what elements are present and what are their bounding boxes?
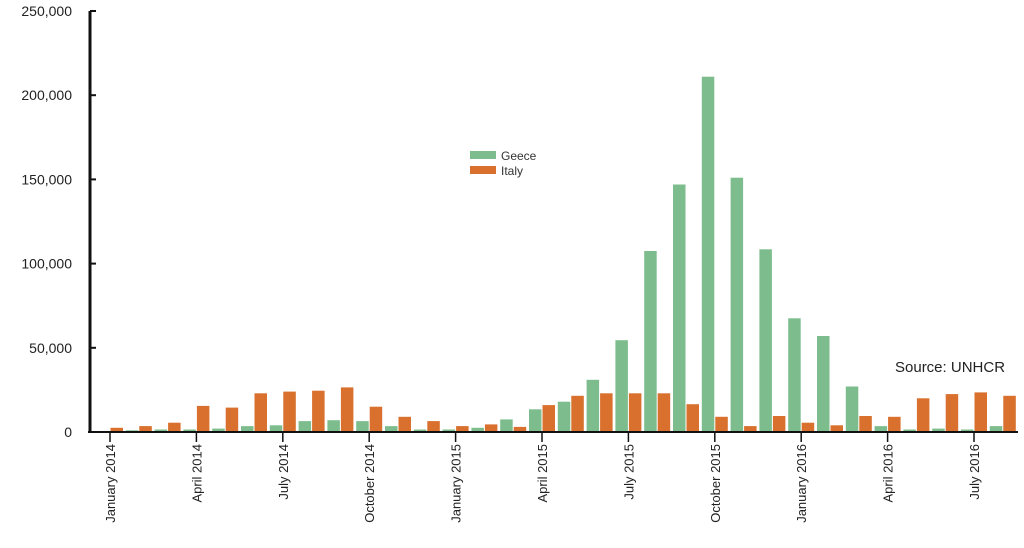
x-tick-label: October 2015 bbox=[708, 444, 723, 523]
bar-geece-29 bbox=[932, 428, 945, 432]
bar-italy-28 bbox=[916, 398, 930, 432]
bar-italy-5 bbox=[254, 393, 267, 432]
bar-geece-12 bbox=[442, 429, 456, 432]
x-axis: January 2014 April 2014 July 2014 October 2… bbox=[88, 431, 1018, 523]
bar-geece-31 bbox=[989, 426, 1003, 432]
bar-italy-2 bbox=[168, 422, 181, 432]
bar-italy-6 bbox=[283, 391, 296, 432]
bar-geece-10 bbox=[385, 426, 398, 432]
bar-italy-13 bbox=[484, 424, 498, 432]
y-tick-label: 0 bbox=[64, 424, 72, 440]
x-tick-label: July 2016 bbox=[967, 444, 982, 500]
bar-italy-31 bbox=[1003, 395, 1016, 432]
x-tick-label: April 2014 bbox=[189, 444, 204, 503]
bar-geece-28 bbox=[903, 429, 916, 432]
bar-geece-13 bbox=[471, 427, 484, 432]
bar-geece-23 bbox=[759, 249, 772, 432]
y-tick-label: 250,000 bbox=[21, 3, 72, 19]
bar-italy-22 bbox=[744, 426, 757, 432]
bar-italy-24 bbox=[801, 422, 815, 432]
x-tick-label: October 2014 bbox=[362, 444, 377, 523]
bar-italy-26 bbox=[859, 416, 872, 432]
bar-geece-5 bbox=[241, 426, 254, 432]
bar-italy-0 bbox=[110, 427, 123, 432]
bar-geece-15 bbox=[529, 409, 542, 432]
bar-italy-7 bbox=[312, 390, 325, 432]
bar-italy-27 bbox=[888, 416, 901, 432]
series-italy-bars bbox=[110, 387, 1016, 432]
y-tick-label: 50,000 bbox=[29, 340, 72, 356]
bar-geece-2 bbox=[154, 429, 168, 432]
legend-swatch-geece bbox=[470, 151, 496, 159]
bar-geece-27 bbox=[874, 426, 888, 432]
bar-italy-25 bbox=[830, 425, 843, 432]
bar-italy-14 bbox=[513, 426, 527, 432]
x-tick-label: January 2016 bbox=[794, 444, 809, 523]
bar-italy-1 bbox=[139, 426, 152, 432]
y-tick-label: 200,000 bbox=[21, 87, 72, 103]
series-geece-bars bbox=[97, 76, 1003, 432]
bar-geece-22 bbox=[730, 177, 744, 432]
legend-swatch-italy bbox=[470, 166, 496, 174]
bar-geece-11 bbox=[413, 429, 427, 432]
bar-geece-21 bbox=[701, 76, 715, 432]
bar-geece-4 bbox=[212, 428, 225, 432]
bar-geece-24 bbox=[788, 318, 801, 432]
bar-italy-9 bbox=[369, 406, 383, 432]
bar-italy-17 bbox=[600, 393, 613, 432]
legend-label-geece: Geece bbox=[501, 149, 537, 163]
bar-geece-9 bbox=[356, 421, 369, 432]
bar-italy-3 bbox=[196, 405, 210, 432]
bar-geece-30 bbox=[961, 429, 974, 432]
legend-label-italy: Italy bbox=[501, 164, 523, 178]
x-tick-label: January 2014 bbox=[103, 444, 118, 523]
source-annotation: Source: UNHCR bbox=[895, 359, 1005, 376]
bar-geece-8 bbox=[327, 420, 340, 432]
bar-italy-12 bbox=[456, 426, 469, 432]
bar-geece-19 bbox=[644, 251, 657, 432]
bar-italy-11 bbox=[427, 421, 440, 432]
bar-geece-3 bbox=[183, 429, 196, 432]
bar-geece-26 bbox=[845, 386, 859, 432]
bar-italy-19 bbox=[657, 393, 671, 432]
bar-italy-8 bbox=[340, 387, 354, 432]
y-tick-label: 100,000 bbox=[21, 256, 72, 272]
bar-geece-6 bbox=[269, 425, 283, 432]
x-tick-label: July 2015 bbox=[621, 444, 636, 500]
bar-geece-20 bbox=[673, 184, 686, 432]
legend: Geece Italy bbox=[470, 149, 537, 178]
bar-italy-10 bbox=[398, 416, 411, 432]
x-tick-label: July 2014 bbox=[276, 444, 291, 500]
x-tick-label: April 2016 bbox=[881, 444, 896, 503]
bar-italy-4 bbox=[225, 407, 239, 432]
bar-geece-25 bbox=[817, 336, 830, 432]
bar-italy-30 bbox=[974, 392, 987, 432]
bar-geece-18 bbox=[615, 340, 628, 432]
bar-geece-16 bbox=[557, 401, 571, 432]
y-axis: 0 50,000 100,000 150,000 200,000 250,000 bbox=[21, 3, 96, 440]
bar-italy-20 bbox=[686, 404, 699, 432]
bar-italy-21 bbox=[715, 416, 728, 432]
x-tick-label: April 2015 bbox=[535, 444, 550, 503]
bar-italy-16 bbox=[571, 395, 584, 432]
bar-italy-23 bbox=[772, 416, 786, 432]
x-tick-label: January 2015 bbox=[449, 444, 464, 523]
bar-geece-17 bbox=[586, 379, 600, 432]
bar-italy-18 bbox=[628, 393, 642, 432]
bar-italy-15 bbox=[542, 405, 555, 432]
bar-italy-29 bbox=[945, 394, 959, 432]
bar-geece-7 bbox=[298, 421, 312, 432]
bar-geece-14 bbox=[500, 419, 513, 432]
y-tick-label: 150,000 bbox=[21, 171, 72, 187]
